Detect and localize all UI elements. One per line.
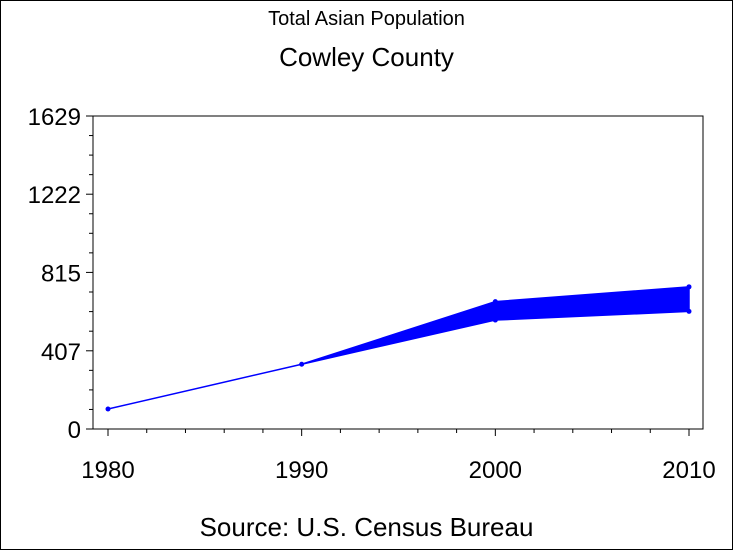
data-point-low [492,317,498,323]
y-tick-label: 0 [68,417,81,444]
data-point-high [492,299,498,305]
x-tick-label: 2010 [662,457,715,484]
data-point-low [686,308,692,314]
y-tick-label: 1629 [28,104,81,131]
plot-area [92,115,704,430]
data-point-high [105,406,111,412]
series-band [107,286,690,410]
x-tick-label: 2000 [469,457,522,484]
x-tick-label: 1990 [275,457,328,484]
series-layer [105,284,692,412]
data-point-high [299,361,305,367]
x-tick-label: 1980 [81,457,134,484]
data-point-high [686,284,692,290]
chart-subtitle: Cowley County [279,42,454,72]
chart-title: Total Asian Population [268,8,465,30]
chart-footnote: Source: U.S. Census Bureau [199,512,534,542]
y-tick-label: 1222 [28,182,81,209]
y-axis: 0 407 815 1222 1629 [28,104,93,444]
x-axis: 1980 1990 2000 2010 [81,429,716,484]
y-tick-label: 815 [41,260,81,287]
y-tick-label: 407 [41,339,81,366]
